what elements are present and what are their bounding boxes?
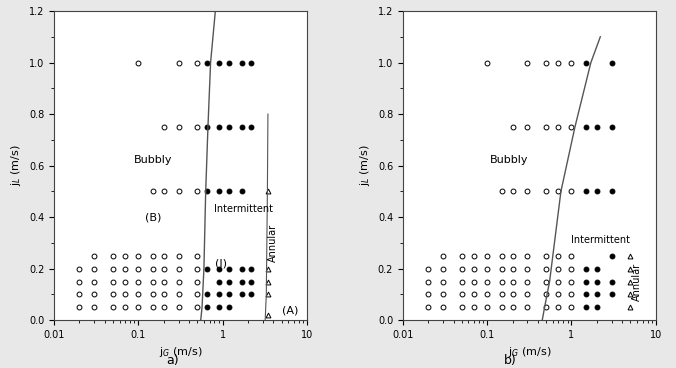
Text: Bubbly: Bubbly xyxy=(134,155,172,166)
Text: (I): (I) xyxy=(215,258,226,269)
Text: Intermittent: Intermittent xyxy=(214,204,272,215)
Text: (B): (B) xyxy=(145,212,162,222)
X-axis label: j$_G$ (m/s): j$_G$ (m/s) xyxy=(159,346,202,360)
Y-axis label: j$_L$ (m/s): j$_L$ (m/s) xyxy=(358,145,372,187)
Text: Bubbly: Bubbly xyxy=(489,155,528,166)
Text: a): a) xyxy=(166,354,178,367)
Text: Annular: Annular xyxy=(632,262,642,301)
Text: b): b) xyxy=(504,354,516,367)
Text: (A): (A) xyxy=(281,305,298,315)
X-axis label: j$_G$ (m/s): j$_G$ (m/s) xyxy=(508,346,551,360)
Text: Intermittent: Intermittent xyxy=(571,235,631,245)
Text: Annular: Annular xyxy=(268,224,279,262)
Y-axis label: j$_L$ (m/s): j$_L$ (m/s) xyxy=(9,145,24,187)
